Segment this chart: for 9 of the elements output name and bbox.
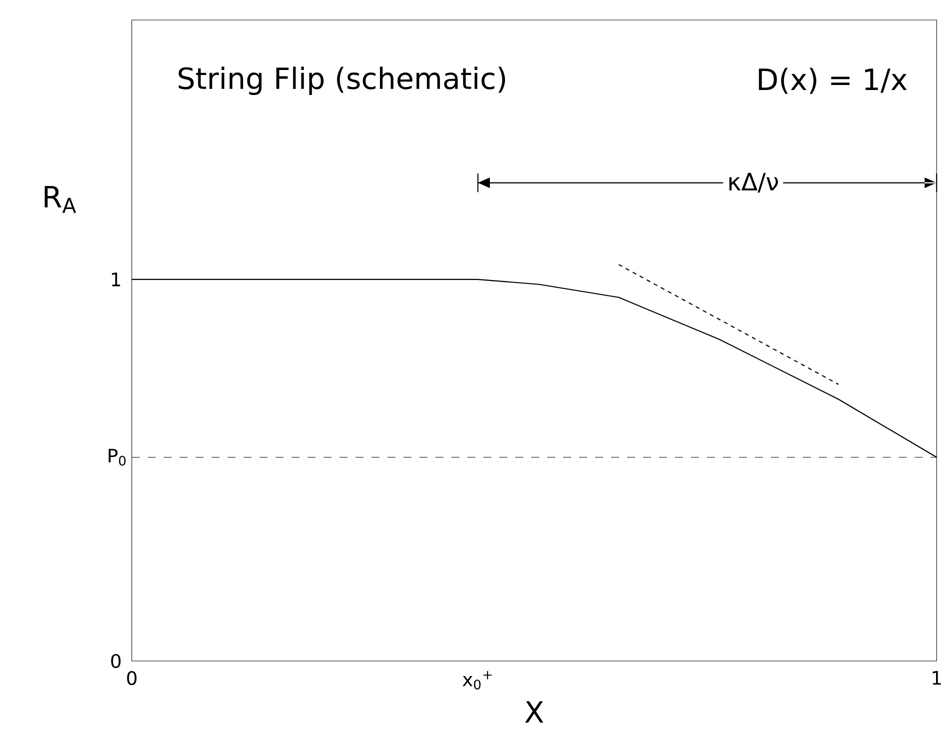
annotation: String Flip (schematic) (178, 66, 506, 96)
annotation: κΔ/ν (729, 172, 778, 193)
x-tick-label: x$_{0}$+ (462, 671, 492, 690)
x-axis-title: X (525, 701, 544, 723)
ref-line-label: P$_{0}$ (108, 448, 126, 466)
x-tick-label: 0 (127, 671, 137, 686)
annotation: D(x) = 1/x (758, 68, 907, 94)
x-tick-label: 1 (932, 671, 941, 685)
y-axis-title: R$_{A}$ (44, 186, 76, 213)
